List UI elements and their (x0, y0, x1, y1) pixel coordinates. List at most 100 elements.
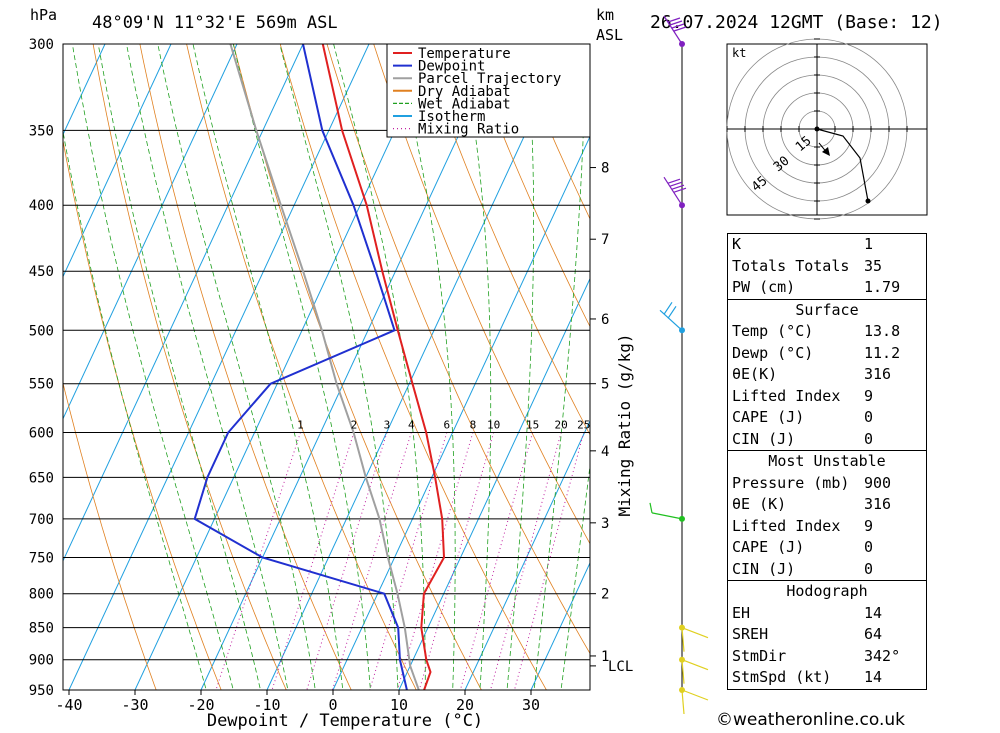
mixing-ratio-label: 4 (408, 418, 415, 431)
general-indices-table: K 1 Totals Totals 35 PW (cm) 1.79 (727, 233, 927, 300)
legend-entry: Dry Adiabat (418, 84, 511, 100)
x-tick-label: 20 (456, 696, 474, 714)
wind-barb-staff (681, 659, 709, 671)
isotherm-line (464, 419, 590, 690)
pressure-tick-label: 950 (29, 683, 54, 699)
km-tick-label: 4 (601, 444, 609, 460)
index-row: Totals Totals 35 (728, 256, 927, 278)
mixing-ratio-label: 20 (555, 418, 568, 431)
dry-adiabat-line (186, 44, 417, 690)
index-value: 342° (864, 646, 901, 665)
index-value: 316 (864, 495, 892, 513)
hodograph-end-dot (865, 198, 871, 204)
temperature-line (321, 44, 446, 690)
index-value: 13.8 (864, 322, 901, 340)
km-label: km (596, 6, 614, 24)
lcl-label: LCL (608, 659, 633, 675)
mixing-ratio-label: 1 (297, 418, 304, 431)
legend-entry: Mixing Ratio (418, 122, 519, 138)
pressure-tick-label: 650 (29, 470, 54, 486)
index-label: SREH (732, 625, 769, 643)
isotherm-line (398, 277, 590, 690)
km-tick-label: 7 (601, 232, 609, 248)
legend-box (386, 43, 591, 138)
hodograph-table: Hodograph EH 14 SREH 64 StmDir 342° StmSpd (kt)… (727, 581, 927, 690)
hodograph-row: StmDir 342° (728, 646, 927, 668)
pressure-tick-label: 500 (29, 323, 54, 339)
mixing-ratio-label: 10 (487, 418, 500, 431)
wet-adiabat-line (157, 44, 316, 690)
km-tick-label: 5 (601, 377, 609, 393)
index-value: 0 (864, 408, 874, 426)
wind-barb-flag (669, 20, 683, 26)
table-header-row: Most Unstable (728, 451, 927, 473)
mixing-ratio-line (418, 432, 495, 690)
most-unstable-row: Lifted Index 9 (728, 516, 927, 538)
table-title: Surface (795, 300, 859, 319)
hodograph-trace (816, 128, 869, 202)
most-unstable-row: Pressure (mb) 900 (728, 473, 927, 495)
wind-barb-staff (681, 627, 685, 652)
mixing-ratio-label: 25 (577, 418, 590, 431)
index-value: 1 (864, 235, 874, 253)
wind-barb (681, 659, 709, 684)
legend-entry: Temperature (418, 46, 511, 62)
surface-row: Temp (°C) 13.8 (728, 321, 927, 343)
wet-adiabat-line (97, 44, 261, 690)
x-tick-label: -20 (187, 696, 214, 714)
isotherm-line (63, 44, 304, 562)
wind-barb (681, 627, 709, 652)
wind-barb-staff (659, 309, 683, 331)
index-label: StmDir (732, 646, 787, 665)
surface-row: θE(K) 316 (728, 364, 927, 386)
pressure-tick-label: 900 (29, 653, 54, 669)
x-tick-label: -40 (55, 696, 82, 714)
hodograph-unit: kt (732, 46, 746, 60)
mixing-ratio-label: 6 (443, 418, 450, 431)
isotherm-line (266, 44, 568, 690)
index-label: PW (cm) (732, 278, 796, 296)
wind-profile (649, 15, 709, 715)
hodograph-row: EH 14 (728, 603, 927, 625)
index-label: Pressure (mb) (732, 473, 850, 492)
most-unstable-row: CAPE (J) 0 (728, 537, 927, 559)
dry-adiabat-line (982, 44, 1000, 690)
dry-adiabat-line (420, 44, 590, 436)
hodograph-start-dot (814, 126, 820, 132)
dry-adiabat-line (373, 44, 590, 545)
index-value: 900 (864, 473, 892, 492)
wet-adiabat-line (63, 129, 207, 690)
hodograph-row: SREH 64 (728, 624, 927, 646)
pressure-tick-label: 400 (29, 198, 54, 214)
surface-table: Surface Temp (°C) 13.8 Dewp (°C) 11.2 θE(K) 31… (727, 299, 927, 451)
wind-barb (659, 301, 683, 331)
storm-motion-arrowhead (822, 147, 830, 156)
pressure-tick-label: 700 (29, 512, 54, 528)
parcel-trajectory-line (229, 44, 420, 690)
asl-label: ASL (596, 26, 623, 44)
km-tick-label: 2 (601, 587, 609, 603)
mixing-ratio-line (513, 432, 585, 690)
wind-barb-staff (663, 15, 683, 45)
dry-adiabat-line (466, 44, 590, 328)
dry-adiabat-line (92, 44, 287, 690)
wet-adiabat-line (333, 44, 426, 690)
wind-barb-flag (673, 187, 687, 193)
mixing-ratio-label: 15 (526, 418, 539, 431)
mixing-ratio-line (490, 432, 562, 690)
mixing-ratio-line (331, 432, 412, 690)
wind-barb-staff (651, 512, 683, 520)
wind-barb-staff (681, 689, 709, 701)
wind-barb (681, 689, 709, 715)
mixing-ratio-axis-label: Mixing Ratio (g/kg) (615, 333, 634, 516)
wind-barb-feather (649, 502, 653, 513)
legend-entry: Wet Adiabat (418, 96, 511, 112)
isotherm-line (63, 44, 172, 278)
wind-barb-flag (667, 17, 681, 23)
indices-panel: K 1 Totals Totals 35 PW (cm) 1.79 Surface Temp… (727, 233, 927, 690)
most-unstable-row: θE (K) 316 (728, 494, 927, 516)
wind-barb-feather (663, 301, 673, 315)
